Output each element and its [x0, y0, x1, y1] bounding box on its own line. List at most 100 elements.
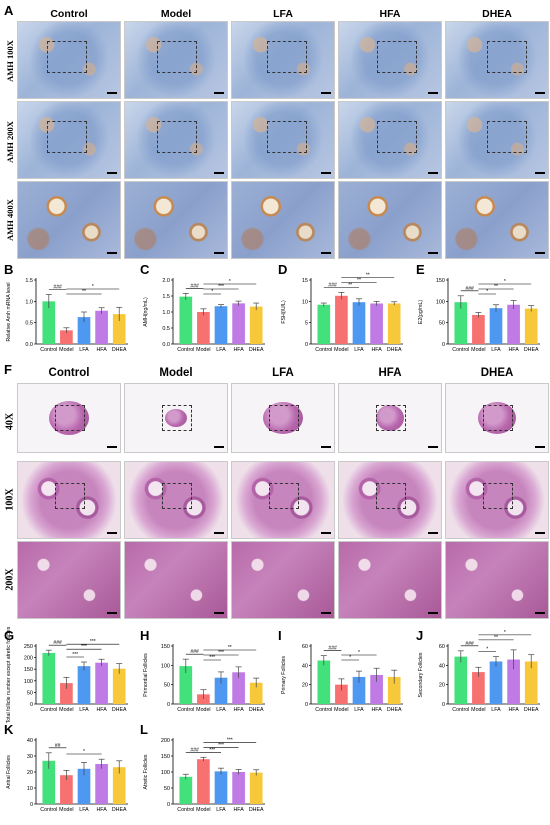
scale-bar — [428, 252, 438, 254]
y-tick-label: 10 — [302, 299, 308, 305]
x-tick-label: Control — [315, 707, 332, 713]
sig-label: *** — [218, 742, 224, 748]
y-tick-label: 10 — [27, 786, 33, 792]
x-tick-label: Model — [334, 347, 348, 353]
scale-bar — [535, 612, 545, 614]
he-row-40x: 40X — [4, 412, 16, 431]
panel-letter-a: A — [4, 3, 14, 18]
panel-letter-l: L — [140, 722, 148, 737]
sig-label: ** — [228, 645, 232, 651]
sig-label: ### — [53, 285, 62, 291]
panel-letter-f: F — [4, 362, 12, 377]
bar — [232, 303, 245, 344]
zoom-box — [376, 483, 406, 509]
zoom-box — [376, 405, 406, 431]
panel-letter-c: C — [140, 262, 150, 277]
chart-svg: Total follicle number except atretic fol… — [6, 626, 128, 723]
sig-label: ## — [55, 743, 61, 749]
y-tick-label: 100 — [24, 679, 33, 685]
y-tick-label: 40 — [439, 663, 445, 669]
y-tick-label: 0 — [30, 702, 33, 708]
scale-bar — [535, 252, 545, 254]
x-tick-label: DHEA — [112, 347, 127, 353]
chart-svg: Secondary Follicles 0 20 40 60 Control Model LF… — [418, 630, 540, 713]
chart-svg: Relative Amh mRNA level 0.0 0.5 1.0 1.5 Contr… — [6, 278, 128, 353]
ihc-micrograph — [124, 101, 228, 179]
bar — [197, 312, 210, 344]
y-tick-label: 0.5 — [162, 326, 170, 332]
ovary-section — [376, 405, 404, 431]
x-tick-label: HFA — [96, 807, 107, 813]
sig-label: * — [486, 647, 488, 653]
bar — [112, 314, 126, 344]
scale-bar — [107, 92, 117, 94]
sig-label: * — [504, 630, 506, 636]
bar — [179, 666, 193, 704]
sig-label: ### — [465, 286, 474, 292]
x-tick-label: Control — [452, 347, 469, 353]
sig-label: ### — [190, 283, 199, 289]
he-micrograph — [445, 461, 549, 539]
y-tick-label: 0.0 — [25, 342, 33, 348]
y-tick-label: 50 — [164, 786, 170, 792]
bar — [335, 295, 348, 344]
he-micrograph — [445, 541, 549, 619]
panel-letter-i: I — [278, 628, 282, 643]
zoom-box — [47, 121, 87, 153]
sig-label: ** — [348, 282, 352, 288]
panel-letter-d: D — [278, 262, 288, 277]
chart-svg: Atretic Follicles 0 50 100 150 200 Control Mode… — [143, 737, 265, 813]
zoom-box — [267, 121, 307, 153]
x-tick-label: LFA — [79, 707, 89, 713]
sig-label: *** — [227, 737, 233, 743]
ihc-col-model: Model — [160, 8, 192, 20]
scale-bar — [214, 446, 224, 448]
sig-label: * — [349, 655, 351, 661]
bar — [249, 682, 263, 704]
y-tick-label: 1.0 — [25, 299, 33, 305]
y-tick-label: 40 — [27, 738, 33, 744]
y-axis-label: Primordial Follicles — [143, 653, 149, 697]
x-tick-label: HFA — [371, 347, 382, 353]
bar — [352, 676, 366, 704]
bar — [232, 772, 245, 804]
bar — [370, 303, 383, 344]
zoom-box — [47, 41, 87, 73]
x-tick-label: LFA — [79, 807, 89, 813]
x-tick-label: HFA — [96, 707, 107, 713]
zoom-box — [55, 483, 85, 509]
bar — [454, 656, 468, 704]
x-tick-label: Control — [40, 347, 57, 353]
bar — [524, 661, 538, 704]
scale-bar — [535, 532, 545, 534]
panel-letter-b: B — [4, 262, 14, 277]
x-tick-label: DHEA — [387, 347, 402, 353]
y-tick-label: 50 — [164, 683, 170, 689]
scale-bar — [428, 612, 438, 614]
y-tick-label: 200 — [161, 738, 170, 744]
bar — [77, 317, 91, 344]
zoom-box — [377, 121, 417, 153]
y-tick-label: 1.0 — [162, 310, 170, 316]
y-tick-label: 60 — [439, 644, 445, 650]
chart-svg: Antral Follicles 0 10 20 30 40 Control Model LFA… — [6, 738, 128, 813]
x-tick-label: HFA — [371, 707, 382, 713]
bar — [387, 303, 401, 344]
y-tick-label: 250 — [24, 644, 33, 650]
zoom-box — [162, 483, 192, 509]
sig-label: * — [229, 279, 231, 285]
bar — [352, 302, 366, 344]
bar — [489, 308, 503, 344]
scale-bar — [535, 92, 545, 94]
x-tick-label: HFA — [508, 347, 519, 353]
bar — [95, 310, 108, 344]
y-tick-label: 100 — [161, 770, 170, 776]
x-tick-label: Control — [177, 347, 194, 353]
scale-bar — [107, 532, 117, 534]
scale-bar — [107, 446, 117, 448]
zoom-box — [269, 483, 299, 509]
bar — [214, 771, 228, 804]
he-micrograph — [17, 461, 121, 539]
y-tick-label: 0.0 — [162, 342, 170, 348]
ihc-micrograph — [124, 181, 228, 259]
